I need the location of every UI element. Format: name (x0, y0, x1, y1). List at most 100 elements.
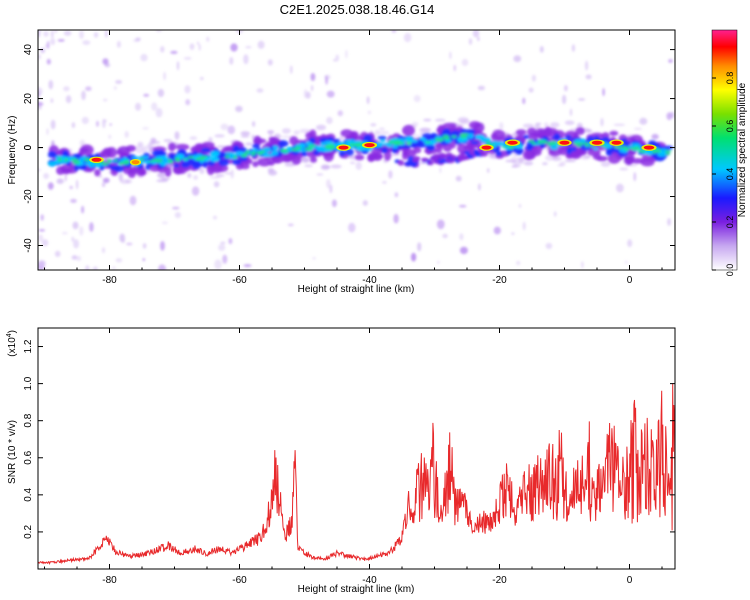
band-blob (107, 158, 112, 163)
band-blob (427, 160, 434, 166)
noise-blob (101, 182, 106, 188)
band-blob (457, 156, 464, 162)
noise-blob (54, 30, 58, 34)
noise-blob (101, 247, 106, 254)
noise-blob (72, 221, 79, 230)
band-blob (400, 144, 411, 149)
noise-blob (214, 134, 225, 138)
noise-blob (269, 133, 273, 137)
band-blob (412, 158, 419, 163)
noise-blob (189, 136, 198, 140)
band-blob (407, 155, 414, 163)
band-blob (304, 146, 313, 152)
snr-y-ticks: 0.2 0.4 0.6 0.8 1.0 1.2 (23, 339, 675, 539)
noise-blob (564, 159, 576, 163)
band-blob (394, 141, 400, 146)
band-blob (139, 157, 144, 162)
band-blob (271, 149, 279, 156)
noise-blob (229, 57, 234, 65)
noise-blob (197, 41, 199, 46)
band-blob (102, 147, 113, 156)
band-blob (173, 163, 180, 168)
noise-blob (511, 232, 515, 235)
noise-blob (71, 122, 76, 129)
x-tick-label: -40 (362, 275, 377, 286)
noise-blob (325, 75, 328, 85)
noise-blob (619, 167, 629, 171)
band-blob (158, 155, 169, 160)
noise-blob (333, 59, 336, 62)
band-blob (379, 139, 386, 142)
band-blob (168, 142, 176, 152)
band-blob (576, 142, 583, 147)
band-blob (174, 157, 181, 161)
band-blob (473, 149, 479, 154)
noise-blob (545, 154, 554, 161)
noise-blob (539, 46, 544, 53)
band-blob (224, 155, 230, 159)
band-blob (421, 157, 429, 162)
noise-blob (256, 88, 264, 93)
noise-blob (639, 117, 648, 125)
band-blob (239, 156, 248, 162)
band-blob (323, 140, 333, 145)
band-blob (332, 138, 340, 143)
noise-blob (439, 167, 442, 174)
band-blob (125, 145, 136, 152)
noise-blob (48, 80, 54, 90)
band-blob (405, 161, 413, 167)
noise-blob (38, 229, 46, 232)
noise-blob (419, 127, 432, 133)
noise-blob (79, 226, 84, 236)
noise-blob (613, 123, 626, 126)
noise-blob (245, 46, 252, 49)
band-blob (302, 153, 308, 157)
noise-blob (513, 55, 522, 63)
noise-blob (124, 131, 129, 138)
band-blob (606, 147, 617, 153)
noise-blob (170, 50, 178, 54)
noise-blob (633, 172, 637, 182)
noise-blob (102, 118, 106, 129)
band-blob (200, 147, 211, 153)
x-tick-label: 0 (627, 575, 633, 586)
noise-blob (199, 168, 205, 175)
band-blob (620, 146, 627, 149)
y-tick-label: -40 (23, 238, 34, 253)
noise-blob (516, 260, 521, 266)
noise-blob (403, 32, 412, 43)
noise-blob (287, 223, 294, 227)
noise-blob (105, 30, 108, 38)
band-blob (200, 156, 205, 161)
noise-blob (209, 176, 221, 179)
noise-blob (38, 260, 46, 267)
band-blob (251, 153, 256, 156)
noise-blob (366, 96, 370, 105)
band-blob (145, 164, 151, 170)
noise-blob (413, 95, 421, 103)
noise-blob (411, 252, 417, 262)
band-blob (445, 158, 451, 162)
noise-blob (119, 233, 126, 242)
noise-blob (57, 39, 65, 42)
band-blob (466, 154, 472, 158)
band-blob (338, 150, 346, 157)
noise-blob (616, 183, 624, 193)
band-blob (308, 144, 316, 148)
noise-blob (57, 178, 62, 183)
noise-blob (550, 122, 560, 128)
noise-blob (487, 168, 490, 173)
band-blob (320, 142, 325, 146)
band-blob (381, 147, 389, 154)
noise-blob (602, 88, 605, 97)
noise-blob (163, 71, 167, 81)
noise-blob (174, 131, 180, 140)
band-blob (549, 142, 554, 146)
band-blob (443, 128, 451, 136)
noise-blob (600, 161, 611, 167)
band-blob (434, 137, 440, 142)
band-blob (558, 148, 569, 156)
band-blob (281, 156, 293, 163)
band-blob (252, 161, 259, 168)
